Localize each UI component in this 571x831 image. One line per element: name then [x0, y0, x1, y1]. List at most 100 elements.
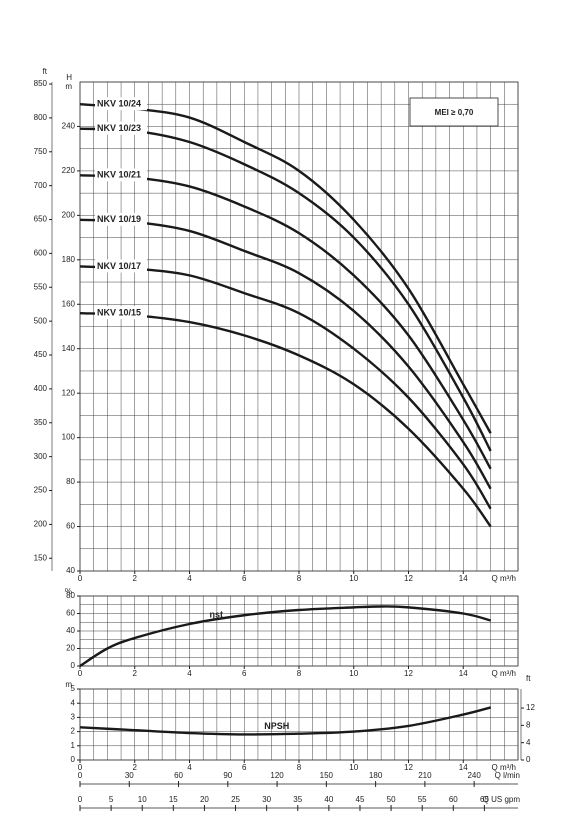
curve-label-bg	[95, 306, 147, 320]
extra-x-tick-label: 180	[369, 771, 383, 780]
x-tick-label: 2	[133, 669, 138, 678]
y-tick-label: 100	[62, 433, 76, 442]
extra-x-tick-label: 45	[356, 795, 365, 804]
y2-tick-label: 800	[34, 113, 48, 122]
y2-tick-label: 400	[34, 384, 48, 393]
y-tick-label: 60	[66, 609, 75, 618]
y2-tick-label: 850	[34, 79, 48, 88]
extra-x-tick-label: 30	[262, 795, 271, 804]
y2-tick-label: 0	[526, 755, 531, 764]
extra-x-tick-label: 35	[293, 795, 302, 804]
extra-x-tick-label: 65	[480, 795, 489, 804]
y-tick-label: 240	[62, 122, 76, 131]
extra-x-tick-label: 0	[78, 795, 83, 804]
curve	[79, 174, 492, 470]
extra-x-tick-label: 150	[320, 771, 334, 780]
x-tick-label: 14	[459, 574, 468, 583]
y-tick-label: 80	[66, 477, 75, 486]
x-tick-label: 12	[404, 574, 413, 583]
extra-x-tick-label: 55	[418, 795, 427, 804]
y2-tick-label: 750	[34, 147, 48, 156]
x-tick-label: 6	[242, 669, 247, 678]
extra-x-axis-label: Q l/min	[495, 771, 520, 780]
x-tick-label: 12	[404, 763, 413, 772]
y2-axis-label: ft	[526, 674, 531, 683]
x-tick-label: 14	[459, 763, 468, 772]
curve-label: NKV 10/23	[97, 123, 141, 133]
y-tick-label: 0	[71, 755, 76, 764]
y-tick-label: 20	[66, 644, 75, 653]
curve-label: NKV 10/19	[97, 214, 141, 224]
x-tick-label: 0	[78, 669, 83, 678]
extra-x-tick-label: 0	[78, 771, 83, 780]
y-tick-label: 80	[66, 591, 75, 600]
x-tick-label: 10	[349, 763, 358, 772]
y2-axis-label: ft	[43, 67, 48, 76]
y2-tick-label: 12	[526, 703, 535, 712]
extra-x-tick-label: 5	[109, 795, 114, 804]
y2-tick-label: 8	[526, 720, 531, 729]
x-tick-label: 6	[242, 763, 247, 772]
curve-label-bg	[95, 121, 147, 135]
extra-x-tick-label: 50	[387, 795, 396, 804]
curve-label-bg	[95, 212, 147, 226]
x-tick-label: 10	[349, 669, 358, 678]
y-tick-label: 40	[66, 566, 75, 575]
x-axis-label: Q m³/h	[492, 574, 516, 583]
y-tick-label: 180	[62, 255, 76, 264]
x-tick-label: 2	[133, 763, 138, 772]
x-tick-label: 0	[78, 574, 83, 583]
extra-x-tick-label: 30	[125, 771, 134, 780]
curve-label: NKV 10/21	[97, 170, 141, 180]
curve-label: NKV 10/15	[97, 308, 141, 318]
extra-x-tick-label: 10	[138, 795, 147, 804]
y2-tick-label: 450	[34, 350, 48, 359]
extra-x-tick-label: 20	[200, 795, 209, 804]
annotation: MEI ≥ 0,70	[435, 108, 474, 117]
extra-x-tick-label: 60	[174, 771, 183, 780]
y-tick-label: 160	[62, 299, 76, 308]
y-tick-label: 1	[71, 741, 76, 750]
extra-x-tick-label: 25	[231, 795, 240, 804]
x-tick-label: 6	[242, 574, 247, 583]
y2-tick-label: 250	[34, 486, 48, 495]
y-tick-label: 140	[62, 344, 76, 353]
y2-tick-label: 150	[34, 553, 48, 562]
curve-label: NKV 10/17	[97, 261, 141, 271]
x-tick-label: 2	[133, 574, 138, 583]
curve	[79, 706, 491, 736]
x-axis-label: Q m³/h	[492, 669, 516, 678]
extra-x-tick-label: 60	[449, 795, 458, 804]
y2-tick-label: 600	[34, 249, 48, 258]
y2-tick-label: 500	[34, 316, 48, 325]
y2-tick-label: 350	[34, 418, 48, 427]
x-tick-label: 4	[187, 574, 192, 583]
curve	[79, 127, 492, 452]
x-tick-label: 8	[297, 669, 302, 678]
y-tick-label: 5	[71, 684, 76, 693]
y-axis-label: H	[66, 73, 72, 82]
x-tick-label: 4	[187, 669, 192, 678]
y2-tick-label: 4	[526, 738, 531, 747]
y-tick-label: 60	[66, 522, 75, 531]
extra-x-axis-label: Q US gpm	[483, 795, 521, 804]
y2-tick-label: 700	[34, 181, 48, 190]
y-tick-label: 4	[71, 698, 76, 707]
extra-x-tick-label: 40	[324, 795, 333, 804]
curve	[79, 218, 492, 490]
curve	[79, 265, 492, 510]
x-tick-label: 8	[297, 574, 302, 583]
y-tick-label: 0	[71, 661, 76, 670]
curve-label: NKV 10/24	[97, 99, 141, 109]
extra-x-tick-label: 15	[169, 795, 178, 804]
curve-label-bg	[95, 168, 147, 182]
y-axis-label: m	[65, 680, 72, 689]
x-tick-label: 12	[404, 669, 413, 678]
y-tick-label: 2	[71, 727, 76, 736]
curve-label: ηst	[210, 609, 224, 619]
y-tick-label: 120	[62, 388, 76, 397]
curve	[79, 605, 491, 668]
curve-label: NPSH	[264, 721, 289, 731]
curve-label-bg	[95, 97, 147, 111]
x-tick-label: 4	[187, 763, 192, 772]
